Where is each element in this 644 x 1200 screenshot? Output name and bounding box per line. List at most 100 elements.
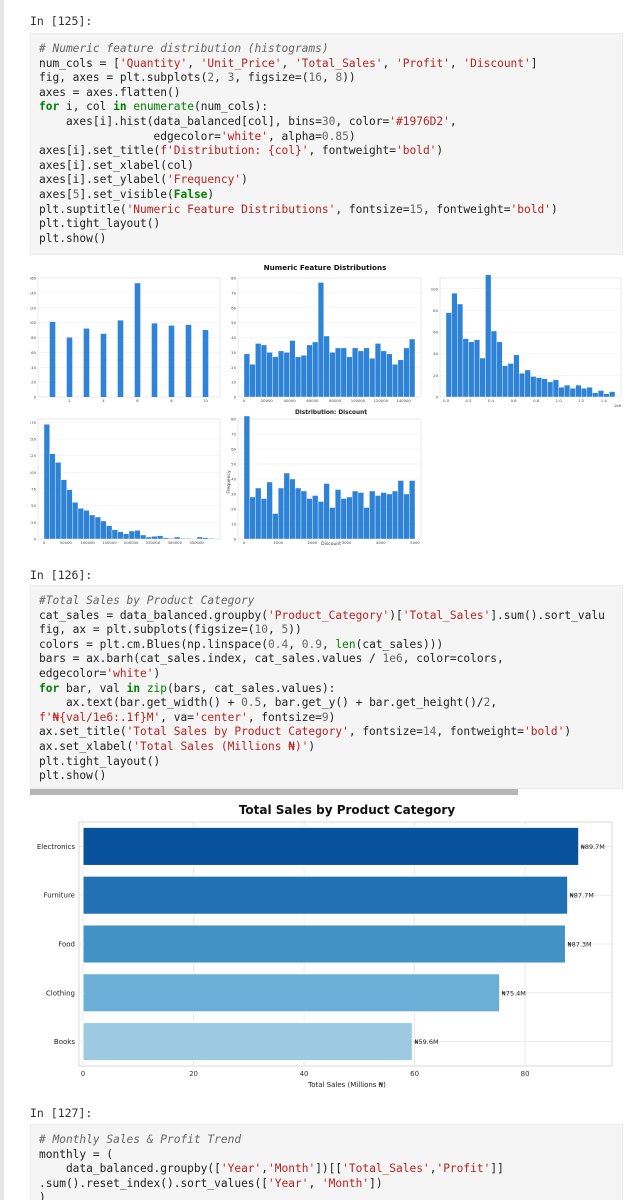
code-token: 'Year': [220, 1162, 262, 1176]
code-token: axes[i].set_xlabel(col): [39, 158, 194, 172]
category-label: Furniture: [44, 892, 75, 900]
histogram-bar: [260, 344, 268, 398]
histogram-bar: [547, 381, 554, 398]
histogram-bar: [145, 536, 152, 540]
code-token: ].set_visible(: [79, 187, 174, 201]
code-token: ,: [308, 1176, 322, 1190]
histogram-bar: [352, 347, 359, 398]
category-sales-chart: Total Sales by Product Category Total Sa…: [37, 803, 613, 1089]
histogram-bar: [473, 339, 480, 398]
code-token: , bar.get_y() + bar.get_height()/: [261, 696, 484, 710]
y-tick-label: 120: [30, 305, 37, 310]
histogram-bar: [363, 507, 370, 540]
histogram-bar: [123, 533, 130, 540]
histogram-bar: [134, 283, 141, 397]
code-editor[interactable]: #Total Sales by Product Category cat_sale…: [31, 586, 622, 784]
histogram-bar: [363, 347, 370, 398]
histogram-bar: [277, 350, 285, 398]
x-tick-label: 40000: [284, 398, 297, 403]
histogram-bar: [317, 282, 325, 398]
code-token: ax.set_xlabel(: [39, 739, 134, 753]
y-tick-label: 20: [31, 380, 36, 385]
code-cell-126[interactable]: #Total Sales by Product Category cat_sale…: [30, 585, 623, 789]
code-token: ])[[: [315, 1162, 343, 1176]
x-tick-label: 40: [300, 1070, 309, 1078]
code-editor[interactable]: # Numeric feature distribution (histogra…: [31, 34, 622, 246]
histogram-bar: [283, 352, 290, 398]
histogram-subplot-quantity: 0 20 40 60 80 100 120 140 160 2 4 6 8 10: [29, 276, 221, 403]
histogram-bar: [462, 338, 469, 398]
histogram-bar: [397, 359, 404, 398]
histogram-bar: [243, 353, 250, 398]
code-line: num_cols = ['Quantity', 'Unit_Price', 'T…: [39, 57, 622, 72]
code-line: axes[5].set_visible(False): [39, 188, 622, 203]
histogram-bar: [397, 480, 404, 540]
y-tick-label: 10: [231, 380, 236, 385]
code-token: 'white': [220, 129, 269, 143]
code-cell-127[interactable]: # Monthly Sales & Profit Trend monthly = …: [30, 1124, 623, 1200]
code-token: 'Total_Sales': [402, 608, 491, 622]
code-token: axes[i].hist(data_balanced[col], bins=: [39, 114, 322, 128]
code-token: 'white': [106, 666, 154, 680]
histogram-bar: [66, 337, 73, 397]
histogram-bar: [519, 372, 526, 398]
chart-title: Total Sales by Product Category: [239, 803, 456, 817]
bar-chart-output: Total Sales by Product Category Total Sa…: [30, 797, 623, 1095]
histogram-bar: [403, 347, 410, 398]
x-tick-label: 60: [410, 1070, 419, 1078]
code-token: 'bold': [523, 725, 565, 739]
code-token: data_balanced.groupby([: [39, 1162, 221, 1176]
code-token: ,: [288, 637, 302, 651]
y-tick-label: 10: [231, 522, 236, 527]
histogram-bar: [306, 344, 313, 398]
code-line: plt.tight_layout(): [39, 755, 622, 770]
code-token: f'Distribution: {col}': [160, 144, 309, 158]
discount-xlabel: Discount: [321, 541, 341, 547]
x-tick-label: 4: [102, 398, 105, 403]
code-token: '#1976D2': [389, 114, 450, 128]
code-line: fig, axes = plt.subplots(2, 3, figsize=(…: [39, 71, 622, 86]
y-tick-label: 20: [433, 373, 438, 378]
histogram-bar: [43, 424, 50, 540]
histogram-bar: [243, 415, 250, 540]
histogram-bar: [300, 355, 307, 398]
x-tick-label: 80: [521, 1070, 530, 1078]
code-token: ].sum().sort_valu: [490, 608, 605, 622]
histogram-bar: [386, 493, 393, 540]
histogram-bar: [106, 525, 113, 540]
code-token: , va=: [160, 710, 194, 724]
x-tick-label: 1.0: [556, 398, 563, 403]
histogram-bar: [335, 347, 342, 398]
histogram-bar: [72, 502, 79, 540]
code-editor[interactable]: # Monthly Sales & Profit Trend monthly = …: [31, 1125, 622, 1200]
histogram-bar: [179, 538, 186, 540]
y-tick-label: 60: [231, 447, 236, 452]
histogram-bar: [117, 320, 124, 397]
histogram-bar: [55, 462, 62, 540]
histogram-bar: [502, 365, 509, 398]
code-token: fig, ax = plt.subplots(figsize=(: [39, 623, 255, 637]
histogram-bar: [111, 529, 118, 540]
code-cell-125[interactable]: # Numeric feature distribution (histogra…: [30, 33, 623, 255]
code-token: ,: [214, 71, 228, 85]
code-token: ]): [369, 1176, 383, 1190]
code-token: ): [241, 173, 248, 187]
code-token: 5: [72, 187, 80, 201]
histogram-bar: [266, 481, 273, 540]
x-tick-label: 0.0: [443, 398, 450, 403]
code-token: # Monthly Sales & Profit Trend: [39, 1133, 242, 1146]
y-tick-label: 50: [231, 320, 236, 325]
bar-value-label: ₦59.6M: [414, 1038, 438, 1046]
histogram-bar: [380, 350, 387, 398]
code-line: ax.set_xlabel('Total Sales (Millions ₦)'…: [39, 740, 622, 755]
code-line: axes[i].set_ylabel('Frequency'): [39, 173, 622, 188]
histogram-bar: [451, 292, 458, 398]
code-token: ,: [449, 56, 464, 70]
horizontal-scrollbar[interactable]: [30, 789, 518, 795]
y-tick-label: 150: [30, 437, 37, 442]
code-token: , fontweight=: [308, 144, 396, 158]
code-token: # Numeric feature distribution (histogra…: [39, 42, 329, 55]
histogram-bar: [94, 516, 101, 540]
discount-ylabel: Frequency: [226, 470, 232, 494]
histogram-bar: [535, 377, 542, 398]
